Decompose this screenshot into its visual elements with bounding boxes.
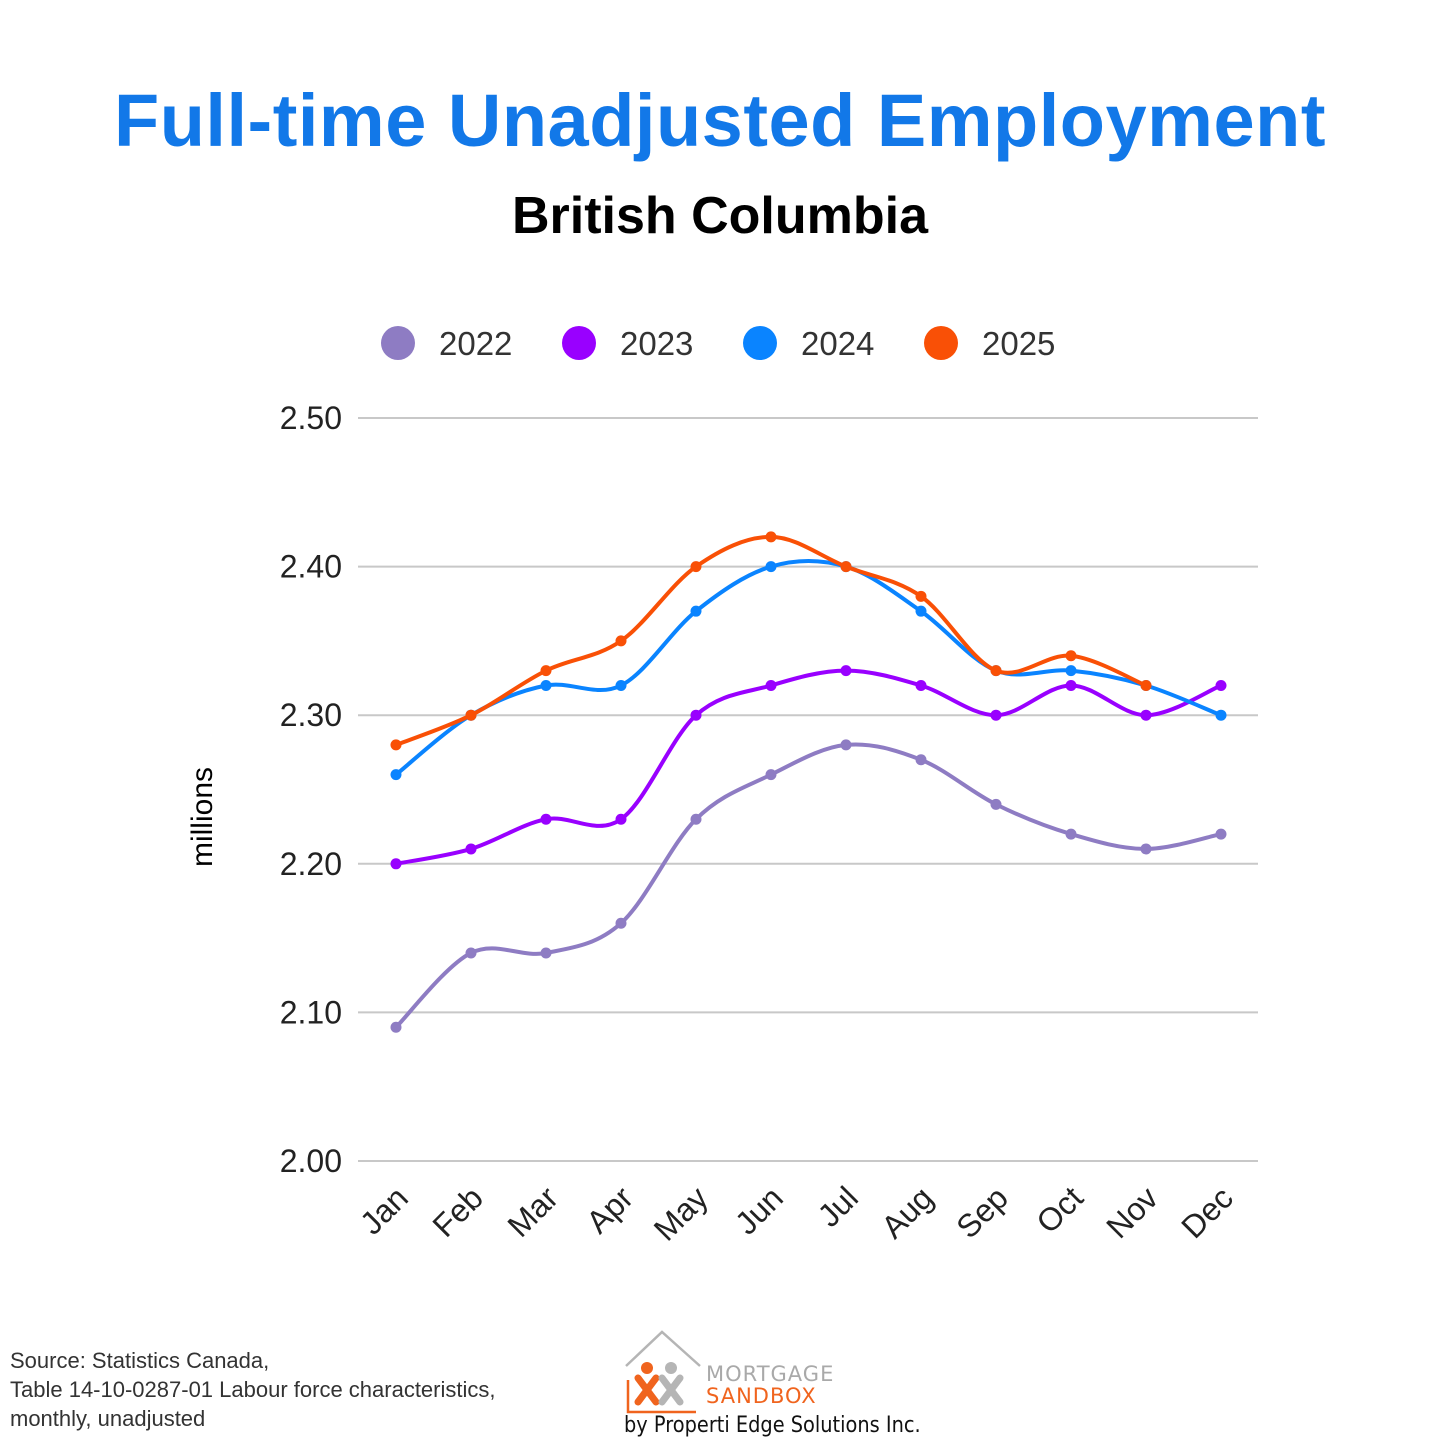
data-point-2022	[690, 813, 702, 825]
legend-marker-2022	[381, 326, 415, 360]
data-point-2022	[915, 754, 927, 766]
y-axis-label: millions	[186, 767, 219, 867]
house-logo-icon	[625, 1330, 701, 1414]
y-tick-label: 2.30	[280, 697, 342, 733]
data-point-2023	[690, 709, 702, 721]
data-point-2022	[1065, 828, 1077, 840]
data-point-2023	[615, 813, 627, 825]
data-point-2025	[390, 739, 402, 751]
logo-wordmark-sandbox: SANDBOX	[706, 1384, 817, 1408]
x-tick-label: Oct	[1029, 1179, 1090, 1240]
source-line: Source: Statistics Canada,	[10, 1348, 270, 1373]
legend-marker-2023	[562, 326, 596, 360]
legend-label-2022: 2022	[439, 325, 512, 362]
logo-wordmark-mortgage: MORTGAGE	[706, 1362, 835, 1386]
data-point-2024	[615, 679, 627, 691]
x-tick-label: Jun	[728, 1179, 790, 1241]
x-tick-label: Aug	[874, 1179, 940, 1245]
data-point-2025	[615, 635, 627, 647]
series-2022	[390, 739, 1227, 1033]
data-point-2023	[390, 858, 402, 870]
chart-subtitle: British Columbia	[511, 187, 929, 245]
legend-label-2025: 2025	[982, 325, 1055, 362]
series-line-2024	[394, 559, 1223, 777]
data-point-2025	[540, 665, 552, 677]
chart-legend: 2022 2023 2024 2025	[381, 325, 1055, 362]
data-point-2024	[540, 679, 552, 691]
data-point-2022	[615, 917, 627, 929]
data-point-2022	[765, 769, 777, 781]
x-tick-label: Feb	[426, 1179, 490, 1243]
data-point-2024	[390, 769, 402, 781]
x-tick-label: Mar	[501, 1179, 566, 1244]
data-point-2022	[465, 947, 477, 959]
x-tick-label: Jul	[811, 1179, 865, 1233]
mortgage-sandbox-logo: MORTGAGE SANDBOX by Properti Edge Soluti…	[620, 1326, 940, 1440]
series-line-2023	[394, 668, 1223, 866]
source-line: Table 14-10-0287-01 Labour force charact…	[10, 1377, 496, 1402]
legend-marker-2025	[924, 326, 958, 360]
y-tick-label: 2.10	[280, 994, 342, 1030]
y-tick-label: 2.00	[280, 1143, 342, 1179]
legend-marker-2024	[743, 326, 777, 360]
data-point-2022	[840, 739, 852, 751]
data-point-2025	[765, 531, 777, 543]
data-point-2025	[990, 665, 1002, 677]
data-point-2025	[1140, 679, 1152, 691]
y-tick-label: 2.40	[280, 549, 342, 585]
data-point-2024	[690, 605, 702, 617]
data-point-2023	[915, 679, 927, 691]
data-point-2025	[1065, 650, 1077, 662]
data-point-2025	[915, 590, 927, 602]
data-point-2022	[540, 947, 552, 959]
y-axis-ticks: 2.50 2.40 2.30 2.20 2.10 2.00	[280, 400, 342, 1179]
chart-gridlines	[358, 417, 1258, 1162]
x-tick-label: Sep	[949, 1179, 1015, 1245]
data-point-2023	[465, 843, 477, 855]
data-point-2022	[390, 1021, 402, 1033]
logo-tagline: by Properti Edge Solutions Inc.	[624, 1413, 921, 1438]
x-axis-ticks: Jan Feb Mar Apr May Jun Jul Aug Sep Oct Nov Dec	[353, 1179, 1240, 1247]
data-point-2024	[915, 605, 927, 617]
data-point-2025	[465, 709, 477, 721]
data-point-2024	[765, 561, 777, 573]
x-tick-label: May	[647, 1179, 715, 1247]
line-chart: 2022 2023 2024 2025 2.50 2.40 2.30 2.20 2.10 2.0…	[186, 325, 1258, 1248]
data-point-2024	[1215, 709, 1227, 721]
legend-label-2023: 2023	[620, 325, 693, 362]
series-2025	[390, 531, 1152, 751]
x-tick-label: Nov	[1099, 1179, 1165, 1245]
data-point-2022	[1215, 828, 1227, 840]
data-point-2023	[990, 709, 1002, 721]
chart-title: Full-time Unadjusted Employment	[114, 79, 1326, 162]
source-note: Source: Statistics Canada, Table 14-10-0…	[10, 1346, 496, 1433]
data-point-2023	[765, 679, 777, 691]
y-tick-label: 2.50	[280, 400, 342, 436]
series-line-2022	[394, 742, 1223, 1030]
data-point-2022	[990, 798, 1002, 810]
data-point-2023	[1140, 709, 1152, 721]
x-tick-label: Apr	[579, 1179, 640, 1240]
source-line: monthly, unadjusted	[10, 1406, 206, 1431]
x-tick-label: Jan	[353, 1179, 415, 1241]
series-2023	[390, 665, 1227, 870]
data-point-2023	[540, 813, 552, 825]
legend-label-2024: 2024	[801, 325, 874, 362]
series-2024	[390, 559, 1227, 781]
x-tick-label: Dec	[1174, 1179, 1240, 1245]
data-point-2025	[840, 561, 852, 573]
data-point-2023	[1215, 679, 1227, 691]
data-point-2023	[840, 665, 852, 677]
data-point-2022	[1140, 843, 1152, 855]
y-tick-label: 2.20	[280, 846, 342, 882]
data-point-2023	[1065, 679, 1077, 691]
data-point-2024	[1065, 665, 1077, 677]
data-point-2025	[690, 561, 702, 573]
chart-series	[390, 531, 1227, 1033]
